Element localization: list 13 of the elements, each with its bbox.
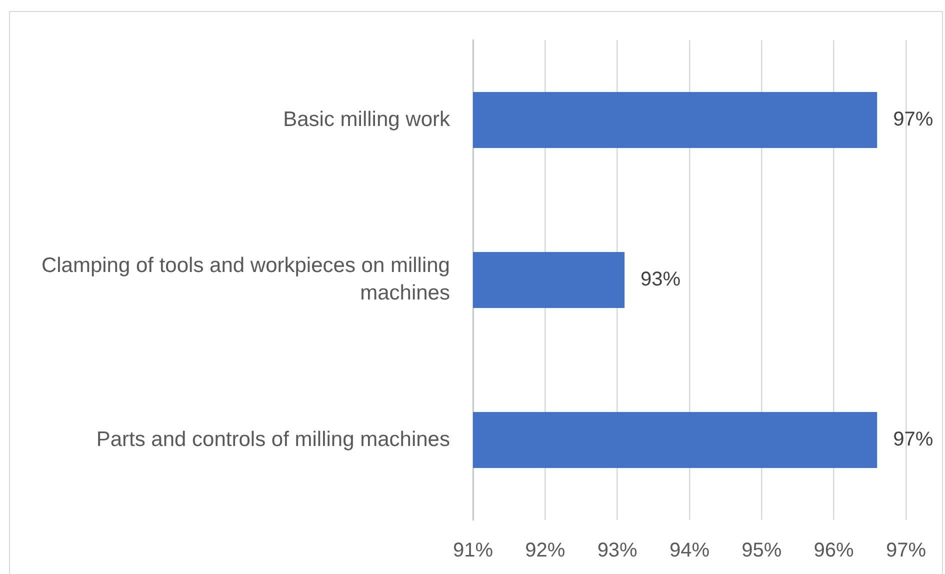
x-tick-label: 91% [452, 540, 494, 562]
y-tick-label: Clamping of tools and workpieces on milling machines [41, 254, 450, 304]
x-tick-label: 93% [597, 540, 638, 562]
x-tick-label: 95% [742, 540, 782, 562]
x-tick-label: 92% [525, 540, 566, 562]
x-tick-label: 94% [669, 540, 710, 562]
y-tick-label: Parts and controls of milling machines [96, 428, 450, 451]
data-label: 97% [893, 108, 934, 131]
x-tick-label: 96% [814, 540, 854, 562]
data-label: 97% [893, 428, 934, 451]
y-tick-label: Basic milling work [283, 108, 450, 131]
x-tick-label: 97% [886, 540, 926, 562]
data-label: 93% [640, 268, 681, 291]
